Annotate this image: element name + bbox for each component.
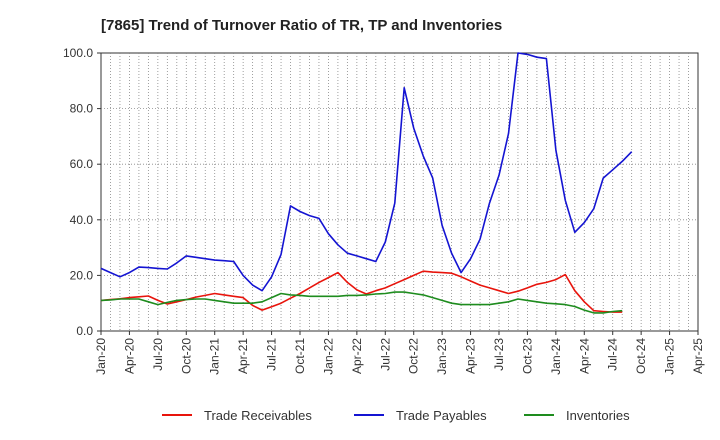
x-tick-label: Apr-21 [236,338,250,374]
x-tick-label: Apr-23 [464,338,478,374]
y-tick-label: 40.0 [70,213,94,227]
chart-title: [7865] Trend of Turnover Ratio of TR, TP… [101,17,502,34]
x-tick-label: Jul-23 [492,338,506,371]
plot-area [100,52,699,332]
x-tick-label: Jul-22 [378,338,392,371]
x-tick-label: Oct-20 [179,338,193,374]
x-tick-label: Apr-20 [122,338,136,374]
y-tick-label: 100.0 [63,46,93,60]
x-tick-label: Jan-20 [94,338,108,375]
y-tick-label: 0.0 [76,324,93,338]
grid-lines [101,53,698,331]
legend-label-tp: Trade Payables [396,408,487,423]
x-tick-label: Jan-23 [435,338,449,375]
series-line-tp [100,52,633,292]
x-tick-label: Oct-23 [520,338,534,374]
y-tick-label: 20.0 [70,268,94,282]
series-line-inv [100,291,623,314]
x-tick-label: Apr-24 [577,338,591,374]
x-tick-label: Jul-21 [265,338,279,371]
y-tick-label: 80.0 [70,102,94,116]
legend-label-inv: Inventories [566,408,630,423]
x-tick-label: Jan-22 [321,338,335,375]
x-tick-label: Oct-22 [407,338,421,374]
y-tick-label: 60.0 [70,157,94,171]
x-tick-label: Jan-25 [663,338,677,375]
x-tick-label: Jan-21 [208,338,222,375]
x-tick-label: Apr-25 [691,338,705,374]
x-tick-label: Apr-22 [350,338,364,374]
series-lines [100,52,633,314]
x-tick-label: Jul-24 [606,338,620,371]
x-tick-label: Oct-24 [634,338,648,374]
legend-label-tr: Trade Receivables [204,408,312,423]
x-tick-label: Jan-24 [549,338,563,375]
legend: Trade Receivables Trade Payables Inventori… [162,408,630,423]
x-tick-label: Jul-20 [151,338,165,371]
x-tick-label: Oct-21 [293,338,307,374]
axis-labels: 0.0 20.0 40.0 60.0 80.0 100.0 Jan-20 Apr-20 Jul-… [63,46,705,375]
